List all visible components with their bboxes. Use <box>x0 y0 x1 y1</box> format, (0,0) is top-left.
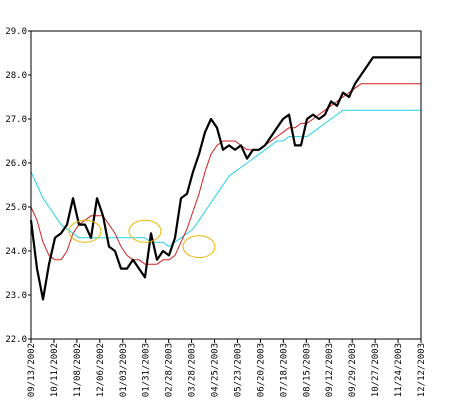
price-line <box>29 56 421 301</box>
highlight-ellipse <box>68 219 102 243</box>
price-series <box>29 56 421 301</box>
moving-average-long-series <box>30 109 421 248</box>
y-tick-label: 26.0 <box>5 159 27 169</box>
y-tick-label: 23.0 <box>5 291 27 301</box>
x-tick-label: 09/13/2002 <box>27 343 37 397</box>
x-tick-label: 10/11/2002 <box>50 343 60 397</box>
x-tick-label: 08/15/2003 <box>302 343 312 397</box>
x-tick-label: 03/28/2003 <box>188 343 198 397</box>
x-tick-label: 06/20/2003 <box>256 343 266 397</box>
x-tick-label: 09/12/2003 <box>325 343 335 397</box>
x-tick-label: 04/25/2003 <box>211 343 221 397</box>
x-tick-label: 12/06/2002 <box>96 343 106 397</box>
x-tick-label: 10/27/2003 <box>371 343 381 397</box>
highlight-ellipses <box>68 219 216 259</box>
x-tick-label: 02/28/2003 <box>165 343 175 397</box>
moving-average-long-line <box>30 109 421 248</box>
moving-average-short-line <box>30 83 421 265</box>
x-tick-label: 09/29/2003 <box>348 343 358 397</box>
y-tick-label: 22.0 <box>5 335 27 345</box>
x-tick-label: 12/12/2003 <box>417 343 427 397</box>
x-axis-labels: 09/13/2002 10/11/2002 11/08/2002 12/06/2002… <box>27 343 427 397</box>
y-axis-labels: 22.0 23.0 24.0 25.0 26.0 27.0 28.0 29.0 <box>5 27 27 345</box>
y-tick-label: 25.0 <box>5 203 27 213</box>
x-tick-label: 11/24/2003 <box>394 343 404 397</box>
y-tick-label: 28.0 <box>5 71 27 81</box>
highlight-ellipse <box>182 235 216 259</box>
x-tick-label: 07/18/2003 <box>279 343 289 397</box>
plot-frame <box>30 30 422 340</box>
highlight-ellipse <box>128 219 162 243</box>
x-tick-label: 01/31/2003 <box>142 343 152 397</box>
moving-average-short-series <box>30 83 421 265</box>
y-tick-label: 24.0 <box>5 247 27 257</box>
x-tick-label: 05/23/2003 <box>233 343 243 397</box>
x-tick-label: 01/03/2003 <box>119 343 129 397</box>
y-tick-label: 29.0 <box>5 27 27 37</box>
y-tick-label: 27.0 <box>5 115 27 125</box>
x-tick-label: 11/08/2002 <box>73 343 83 397</box>
